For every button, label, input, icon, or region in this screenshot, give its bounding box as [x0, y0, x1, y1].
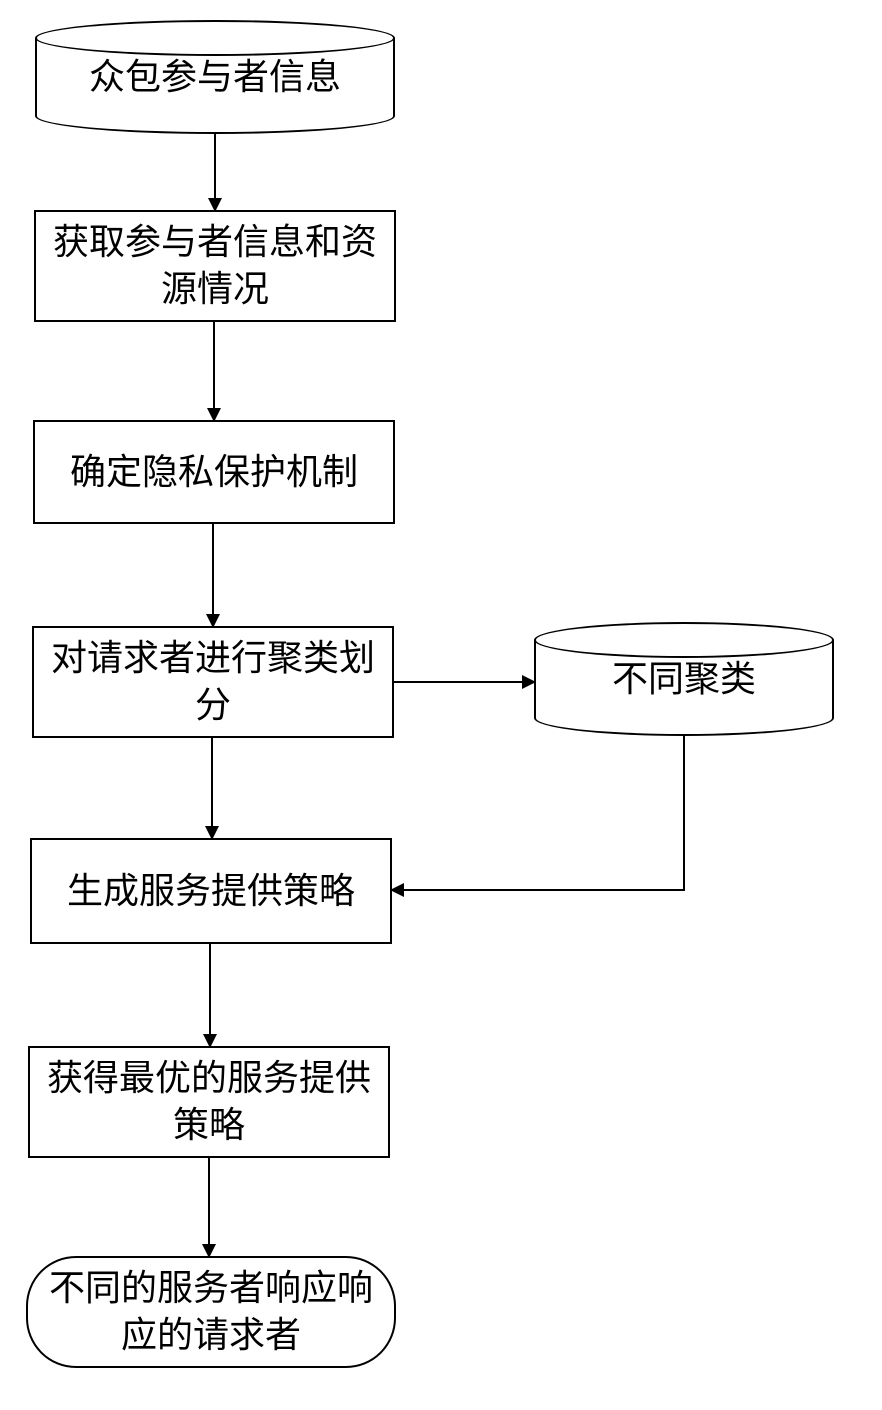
edge-n5-n6 — [392, 736, 684, 890]
flowchart-container: 众包参与者信息 获取参与者信息和资源情况 确定隐私保护机制 对请求者进行聚类划分… — [0, 0, 882, 1410]
node-participant-info: 众包参与者信息 — [35, 38, 395, 116]
node-label: 不同聚类 — [608, 652, 760, 707]
node-label: 众包参与者信息 — [85, 50, 345, 105]
